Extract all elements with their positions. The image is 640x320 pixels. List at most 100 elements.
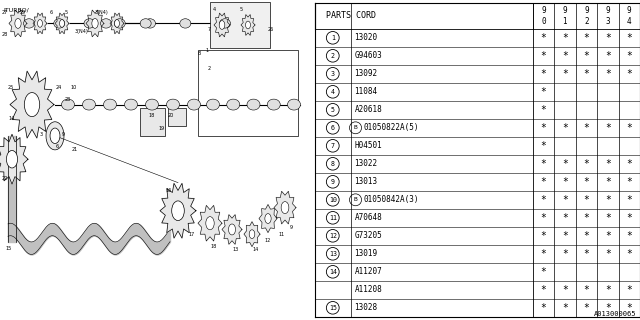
Text: *: * [562, 33, 568, 43]
Text: *: * [541, 123, 547, 133]
Text: 2: 2 [331, 53, 335, 59]
Text: *: * [562, 177, 568, 187]
Circle shape [265, 214, 271, 223]
Polygon shape [214, 13, 230, 37]
Text: *: * [584, 213, 589, 223]
Circle shape [326, 103, 339, 116]
Text: 22: 22 [2, 175, 8, 180]
Text: 21: 21 [72, 148, 78, 152]
Text: *: * [627, 195, 632, 205]
Circle shape [326, 157, 339, 170]
Text: *: * [605, 51, 611, 61]
Polygon shape [241, 15, 255, 36]
Text: 14: 14 [252, 247, 259, 252]
Text: *: * [541, 141, 547, 151]
Text: 9
2: 9 2 [584, 6, 589, 26]
Text: *: * [541, 159, 547, 169]
Text: 8: 8 [198, 51, 201, 56]
Ellipse shape [115, 19, 125, 28]
Text: B: B [354, 125, 357, 130]
Circle shape [246, 21, 250, 29]
Text: *: * [541, 249, 547, 259]
Text: *: * [562, 51, 568, 61]
Text: G94603: G94603 [355, 51, 382, 60]
Text: *: * [627, 123, 632, 133]
Text: 7: 7 [208, 27, 211, 32]
Text: 7: 7 [331, 143, 335, 149]
Text: 9
3: 9 3 [605, 6, 610, 26]
Text: 15: 15 [329, 305, 337, 311]
Text: *: * [541, 303, 547, 313]
Text: 17: 17 [188, 232, 195, 237]
Text: *: * [562, 213, 568, 223]
Text: *: * [541, 213, 547, 223]
Text: 28: 28 [2, 32, 8, 37]
Text: A11207: A11207 [355, 267, 382, 276]
Ellipse shape [83, 99, 95, 110]
Polygon shape [110, 13, 124, 34]
Text: B: B [354, 197, 357, 202]
Text: *: * [584, 33, 589, 43]
Circle shape [60, 20, 65, 27]
Text: *: * [541, 285, 547, 295]
Text: *: * [584, 51, 589, 61]
Polygon shape [244, 222, 260, 247]
Text: H04501: H04501 [355, 141, 382, 150]
Text: 9: 9 [290, 226, 293, 230]
Text: 6: 6 [56, 144, 59, 149]
Text: 3: 3 [331, 71, 335, 77]
Text: 6: 6 [331, 125, 335, 131]
Ellipse shape [125, 99, 138, 110]
Text: 9
4: 9 4 [627, 6, 632, 26]
Text: A20618: A20618 [355, 105, 382, 114]
Circle shape [228, 224, 236, 235]
Circle shape [24, 92, 40, 116]
Text: *: * [541, 105, 547, 115]
Text: 20: 20 [168, 113, 174, 118]
Text: 12: 12 [264, 238, 270, 243]
Text: *: * [627, 231, 632, 241]
Text: 3(N4): 3(N4) [95, 10, 109, 15]
Text: *: * [584, 195, 589, 205]
Text: *: * [605, 213, 611, 223]
Text: 13020: 13020 [355, 33, 378, 42]
Ellipse shape [287, 99, 301, 110]
Ellipse shape [180, 19, 191, 28]
Text: *: * [627, 69, 632, 79]
Text: *: * [584, 303, 589, 313]
Ellipse shape [104, 99, 116, 110]
Text: 1: 1 [331, 35, 335, 41]
Text: *: * [627, 285, 632, 295]
Text: *: * [541, 51, 547, 61]
Circle shape [326, 212, 339, 224]
Text: *: * [562, 303, 568, 313]
Text: *: * [584, 177, 589, 187]
Circle shape [326, 68, 339, 80]
Circle shape [92, 19, 98, 28]
Circle shape [349, 122, 362, 134]
Polygon shape [198, 205, 222, 241]
Text: *: * [541, 195, 547, 205]
Polygon shape [160, 183, 196, 238]
Text: *: * [541, 231, 547, 241]
Circle shape [326, 247, 339, 260]
Bar [198, 50, 298, 136]
Text: A013000065: A013000065 [595, 311, 637, 317]
Text: *: * [584, 69, 589, 79]
Text: 24: 24 [56, 85, 62, 90]
Circle shape [326, 122, 339, 134]
Text: 23: 23 [65, 98, 71, 102]
Ellipse shape [100, 19, 111, 28]
Text: 1: 1 [205, 47, 208, 52]
Text: 3: 3 [40, 132, 43, 137]
Ellipse shape [268, 99, 280, 110]
Text: 29: 29 [20, 10, 26, 15]
Text: *: * [562, 123, 568, 133]
Text: 11: 11 [278, 232, 284, 237]
Text: *: * [605, 249, 611, 259]
Text: 9
0: 9 0 [541, 6, 546, 26]
Polygon shape [86, 10, 104, 37]
Circle shape [46, 122, 64, 150]
Text: 9: 9 [331, 179, 335, 185]
Ellipse shape [207, 99, 220, 110]
